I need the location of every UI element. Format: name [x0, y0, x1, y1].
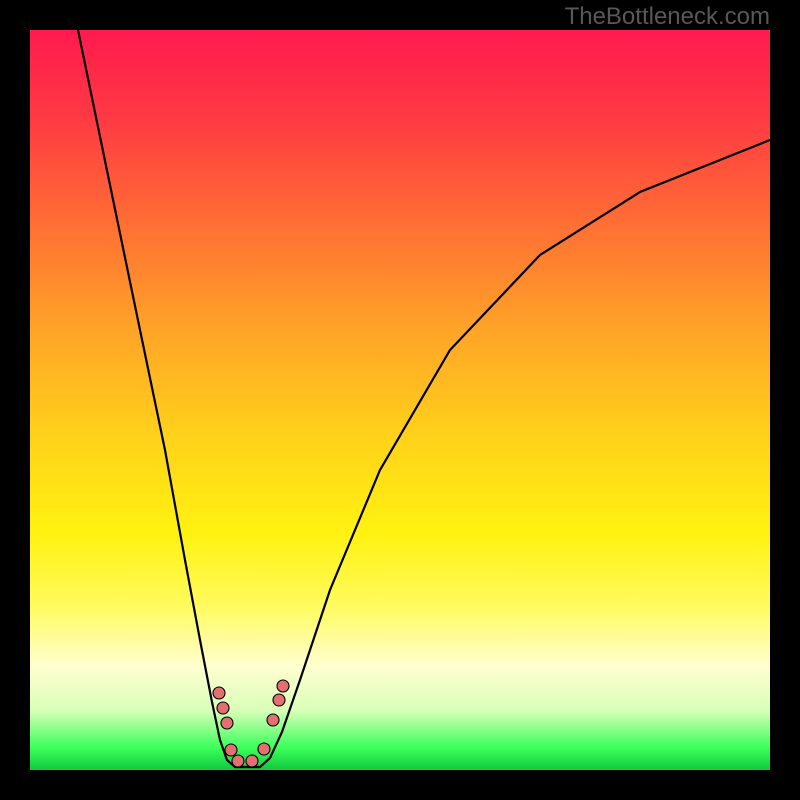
- data-marker: [225, 744, 237, 756]
- curve-path: [78, 30, 770, 767]
- data-marker: [213, 687, 225, 699]
- data-marker: [232, 755, 244, 767]
- bottleneck-curve: [30, 30, 770, 770]
- data-marker: [277, 680, 289, 692]
- data-marker: [217, 702, 229, 714]
- data-marker: [267, 714, 279, 726]
- data-marker: [258, 743, 270, 755]
- chart-canvas: TheBottleneck.com: [0, 0, 800, 800]
- watermark-text: TheBottleneck.com: [565, 3, 770, 31]
- data-marker: [273, 694, 285, 706]
- data-marker: [221, 717, 233, 729]
- data-marker: [246, 755, 258, 767]
- plot-area: [30, 30, 770, 770]
